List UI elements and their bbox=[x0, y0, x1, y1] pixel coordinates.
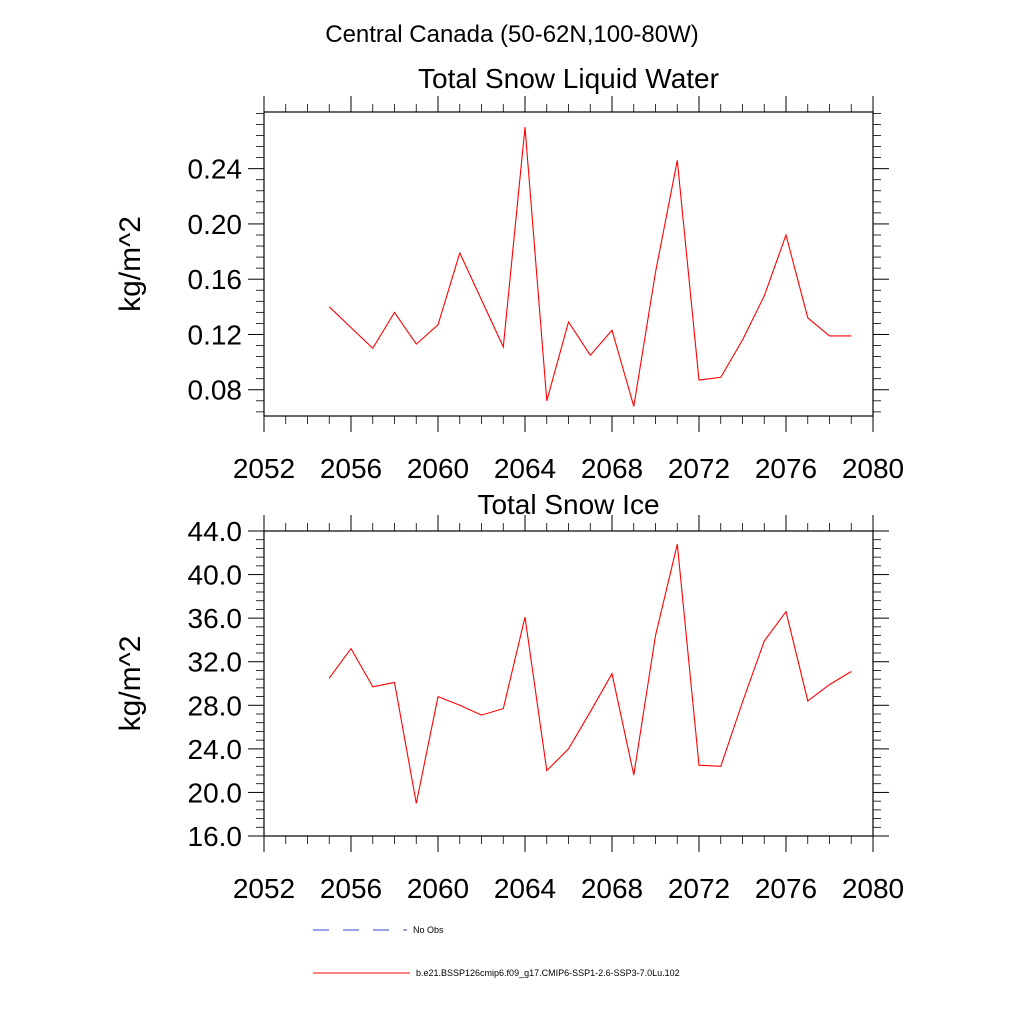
series-line bbox=[328, 543, 852, 804]
x-tick-label: 2080 bbox=[842, 873, 904, 904]
x-tick-label: 2072 bbox=[668, 453, 730, 484]
y-axis-label: kg/m^2 bbox=[114, 636, 147, 732]
plot-frame bbox=[263, 111, 874, 417]
y-tick-label: 32.0 bbox=[188, 647, 243, 678]
legend-label: No Obs bbox=[413, 925, 444, 935]
chart-panels: Total Snow Liquid Water kg/m^2 2052 2056 206… bbox=[114, 63, 904, 904]
x-tick-label: 2064 bbox=[494, 453, 556, 484]
plot-frame bbox=[263, 530, 874, 837]
x-tick-label: 2052 bbox=[233, 873, 295, 904]
x-tick-label: 2056 bbox=[320, 453, 382, 484]
y-tick-label: 20.0 bbox=[188, 777, 243, 808]
x-tick-label: 2060 bbox=[407, 873, 469, 904]
y-tick-label: 0.12 bbox=[188, 319, 243, 350]
y-axis-label: kg/m^2 bbox=[114, 216, 147, 312]
y-tick-label: 16.0 bbox=[188, 821, 243, 852]
x-tick-label: 2072 bbox=[668, 873, 730, 904]
x-tick-label: 2076 bbox=[755, 453, 817, 484]
page-title: Central Canada (50-62N,100-80W) bbox=[325, 21, 699, 48]
y-tick-label: 36.0 bbox=[188, 603, 243, 634]
x-tick-label: 2068 bbox=[581, 453, 643, 484]
series-line bbox=[328, 127, 852, 407]
x-tick-label: 2068 bbox=[581, 873, 643, 904]
y-tick-label: 28.0 bbox=[188, 690, 243, 721]
x-tick-label: 2060 bbox=[407, 453, 469, 484]
legend-label: b.e21.BSSP126cmip6.f09_g17.CMIP6-SSP1-2.… bbox=[416, 968, 680, 978]
legend: No Obs b.e21.BSSP126cmip6.f09_g17.CMIP6-S… bbox=[313, 925, 680, 978]
chart-panel-2: Total Snow Ice kg/m^2 2052 2056 2060 2064 2068… bbox=[114, 489, 904, 904]
chart-title: Total Snow Liquid Water bbox=[418, 63, 719, 94]
y-tick-label: 0.24 bbox=[188, 154, 243, 185]
y-tick-label: 44.0 bbox=[188, 516, 243, 547]
x-tick-label: 2056 bbox=[320, 873, 382, 904]
y-tick-label: 0.20 bbox=[188, 209, 243, 240]
y-tick-label: 0.08 bbox=[188, 375, 243, 406]
x-tick-label: 2052 bbox=[233, 453, 295, 484]
x-tick-label: 2064 bbox=[494, 873, 556, 904]
y-tick-label: 40.0 bbox=[188, 560, 243, 591]
x-tick-label: 2080 bbox=[842, 453, 904, 484]
chart-title: Total Snow Ice bbox=[477, 489, 659, 520]
chart-panel-1: Total Snow Liquid Water kg/m^2 2052 2056 206… bbox=[114, 63, 904, 484]
y-tick-label: 0.16 bbox=[188, 264, 243, 295]
y-tick-label: 24.0 bbox=[188, 734, 243, 765]
x-tick-label: 2076 bbox=[755, 873, 817, 904]
